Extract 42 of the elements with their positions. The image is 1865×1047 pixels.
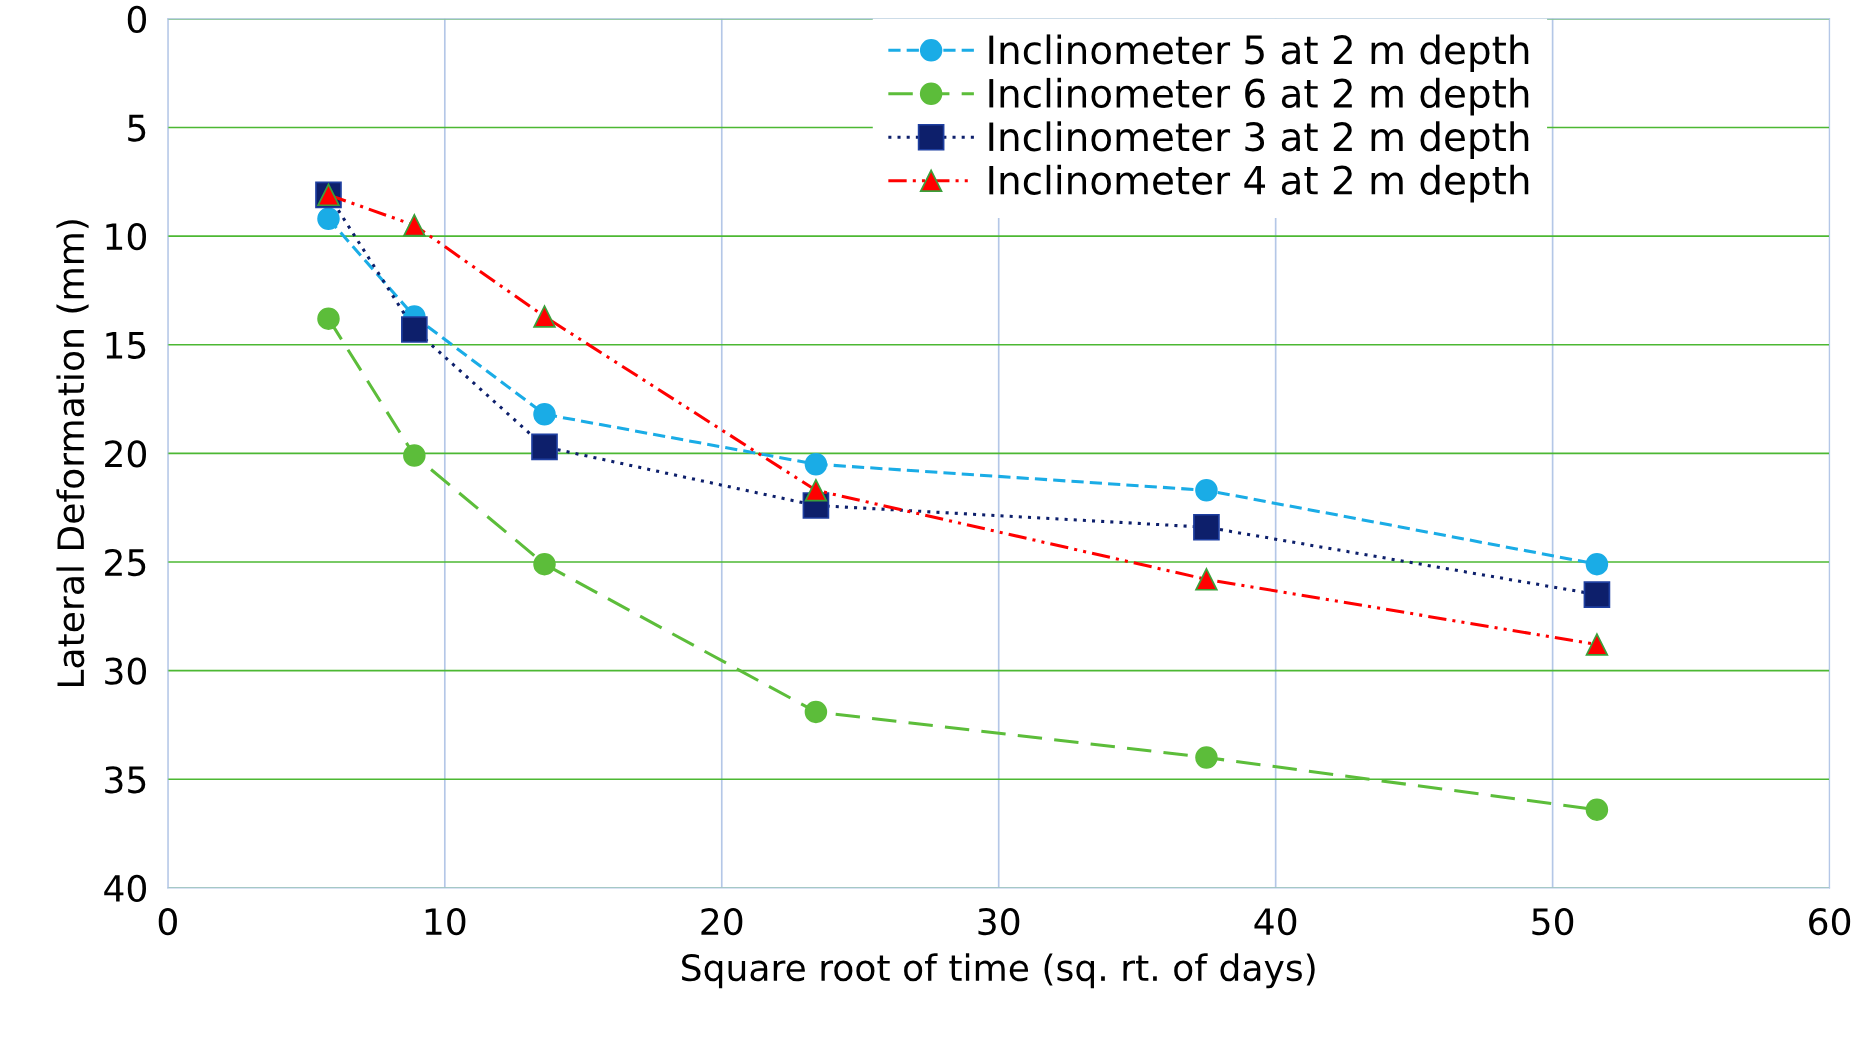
y-tick-label: 10 (106, 223, 147, 251)
y-axis-title: Lateral Deformation (mm) (56, 220, 89, 687)
point (1585, 552, 1609, 576)
y-tick-label: 15 (106, 332, 146, 359)
x-tick-label: 50 (1532, 907, 1574, 936)
point (1195, 479, 1218, 502)
legend-label: Inclinometer 6 at 2 m depth (989, 77, 1529, 116)
x-tick-label: 30 (978, 907, 1020, 936)
legend-label: Inclinometer 4 at 2 m depth (989, 164, 1529, 203)
x-tick-label: 20 (701, 907, 743, 936)
y-tick-label: 25 (105, 548, 146, 577)
point (403, 213, 426, 237)
point (531, 433, 558, 461)
point (804, 452, 828, 476)
point (533, 305, 556, 328)
point (317, 307, 340, 330)
y-tick-label: 0 (127, 5, 147, 34)
point (533, 402, 556, 426)
y-tick-label: 35 (105, 766, 146, 794)
x-tick-label: 40 (1254, 907, 1297, 936)
y-tick-label: 20 (105, 440, 147, 468)
point (804, 479, 828, 502)
point (1583, 581, 1611, 608)
point (1193, 513, 1220, 541)
point (804, 700, 828, 724)
y-tick-label: 40 (104, 874, 147, 903)
legend-label: Inclinometer 3 at 2 m depth (989, 121, 1529, 159)
x-tick-label: 60 (1809, 907, 1851, 936)
y-tick-label: 5 (128, 114, 146, 142)
x-tick-label: 10 (425, 907, 466, 936)
point (533, 552, 556, 576)
x-axis-title: Square root of time (sq. rt. of days) (682, 953, 1315, 989)
point (1195, 568, 1218, 591)
legend-label: Inclinometer 5 at 2 m depth (989, 34, 1529, 73)
point (403, 444, 426, 467)
point (317, 207, 340, 230)
point (1585, 798, 1609, 821)
point (401, 316, 428, 343)
x-tick-label: 0 (158, 907, 177, 936)
point (1585, 633, 1609, 656)
y-tick-label: 30 (105, 657, 147, 685)
point (1195, 746, 1218, 769)
